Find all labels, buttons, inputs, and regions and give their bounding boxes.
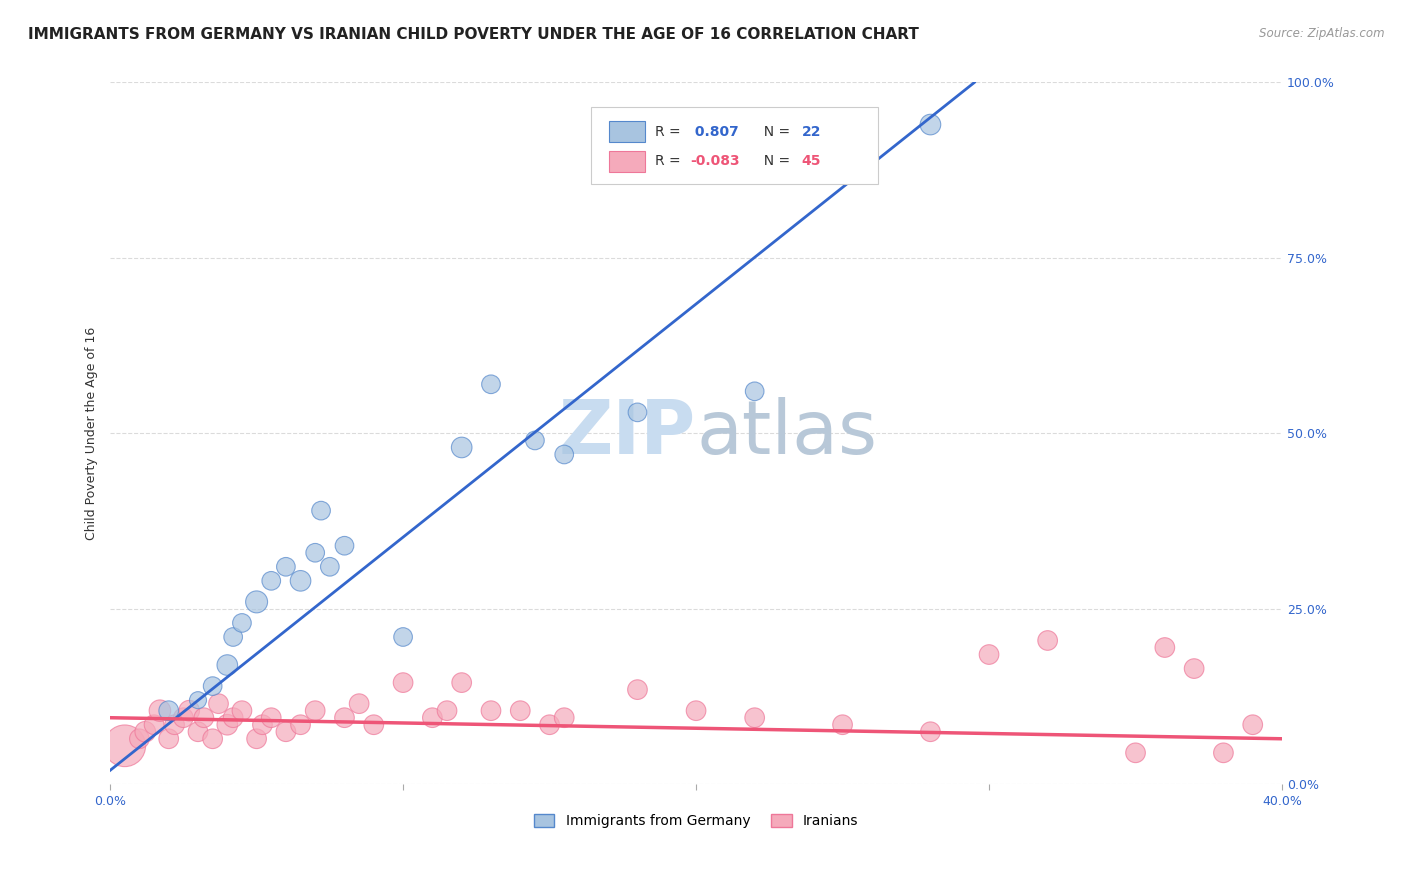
Point xyxy=(626,682,648,697)
Point xyxy=(201,679,224,693)
Point xyxy=(222,630,245,644)
Point xyxy=(422,711,444,725)
Point xyxy=(309,503,332,517)
Text: Source: ZipAtlas.com: Source: ZipAtlas.com xyxy=(1260,27,1385,40)
Point xyxy=(1182,662,1205,676)
Point xyxy=(260,574,283,588)
Text: R =: R = xyxy=(655,154,685,168)
Point xyxy=(831,717,853,731)
Point xyxy=(744,711,766,725)
FancyBboxPatch shape xyxy=(609,151,644,171)
Point xyxy=(179,704,201,718)
Point xyxy=(172,711,194,725)
Point xyxy=(685,704,707,718)
Point xyxy=(304,546,326,560)
Point xyxy=(1125,746,1147,760)
Point xyxy=(626,405,648,419)
Text: 45: 45 xyxy=(801,154,821,168)
Legend: Immigrants from Germany, Iranians: Immigrants from Germany, Iranians xyxy=(529,808,865,834)
Point xyxy=(231,615,253,630)
Point xyxy=(538,717,561,731)
Point xyxy=(553,448,575,462)
Point xyxy=(290,717,312,731)
Point xyxy=(157,731,180,746)
Point xyxy=(333,711,356,725)
Point xyxy=(246,731,269,746)
Point xyxy=(187,693,209,707)
Text: R =: R = xyxy=(655,125,685,138)
Point xyxy=(392,675,415,690)
Point xyxy=(304,704,326,718)
Point xyxy=(128,731,150,746)
Point xyxy=(134,724,156,739)
Point xyxy=(977,648,1000,662)
Text: ZIP: ZIP xyxy=(558,397,696,470)
Text: -0.083: -0.083 xyxy=(690,154,740,168)
Point xyxy=(207,697,229,711)
Point xyxy=(450,675,472,690)
Point xyxy=(157,704,180,718)
Point xyxy=(114,739,136,753)
Text: 0.807: 0.807 xyxy=(690,125,740,138)
Point xyxy=(450,441,472,455)
Text: atlas: atlas xyxy=(696,397,877,470)
Point xyxy=(163,717,186,731)
Point xyxy=(290,574,312,588)
Text: 22: 22 xyxy=(801,125,821,138)
Point xyxy=(149,704,172,718)
Point xyxy=(553,711,575,725)
Text: N =: N = xyxy=(755,154,794,168)
Point xyxy=(201,731,224,746)
FancyBboxPatch shape xyxy=(609,121,644,142)
Point xyxy=(1153,640,1175,655)
Point xyxy=(479,704,502,718)
Point xyxy=(231,704,253,718)
Point xyxy=(347,697,370,711)
Point xyxy=(523,434,546,448)
Point xyxy=(1212,746,1234,760)
Point xyxy=(274,724,297,739)
Point xyxy=(217,658,239,673)
Point xyxy=(319,559,342,574)
Point xyxy=(479,377,502,392)
Point xyxy=(1241,717,1264,731)
Point xyxy=(392,630,415,644)
Point xyxy=(246,595,269,609)
Point xyxy=(222,711,245,725)
Text: N =: N = xyxy=(755,125,794,138)
Point xyxy=(274,559,297,574)
Point xyxy=(744,384,766,399)
Point xyxy=(436,704,458,718)
Point xyxy=(363,717,385,731)
Point xyxy=(333,539,356,553)
Point xyxy=(252,717,274,731)
Point xyxy=(920,118,942,132)
Point xyxy=(217,717,239,731)
Point xyxy=(187,724,209,739)
Point xyxy=(143,717,166,731)
Point xyxy=(509,704,531,718)
Point xyxy=(920,724,942,739)
Point xyxy=(1036,633,1059,648)
Point xyxy=(193,711,215,725)
Text: IMMIGRANTS FROM GERMANY VS IRANIAN CHILD POVERTY UNDER THE AGE OF 16 CORRELATION: IMMIGRANTS FROM GERMANY VS IRANIAN CHILD… xyxy=(28,27,920,42)
Point xyxy=(260,711,283,725)
Y-axis label: Child Poverty Under the Age of 16: Child Poverty Under the Age of 16 xyxy=(86,326,98,540)
FancyBboxPatch shape xyxy=(591,107,877,185)
